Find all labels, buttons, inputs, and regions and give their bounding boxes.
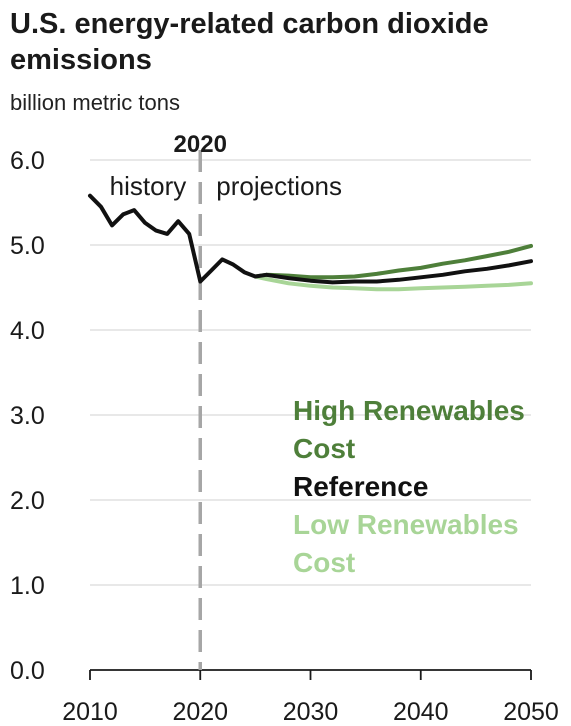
x-tick-label: 2050: [503, 698, 559, 726]
chart-subtitle: billion metric tons: [10, 90, 180, 115]
gridlines: [90, 159, 531, 586]
y-tick-label: 2.0: [10, 487, 45, 515]
x-tick-label: 2040: [393, 698, 449, 726]
y-tick-label: 1.0: [10, 572, 45, 600]
legend: High Renewables Cost Reference Low Renewabl…: [293, 395, 525, 578]
x-tick-label: 2020: [172, 698, 228, 726]
legend-label: Cost: [293, 547, 355, 578]
series-line-reference: [88, 193, 533, 285]
series-line-high-renewables-cost: [253, 243, 533, 280]
y-tick-label: 6.0: [10, 147, 45, 175]
history-label: history: [110, 171, 187, 201]
projections-label: projections: [216, 171, 342, 201]
y-tick-label: 4.0: [10, 317, 45, 345]
legend-label: Reference: [293, 471, 428, 502]
legend-label: High Renewables: [293, 395, 525, 426]
divider-year-label: 2020: [174, 131, 227, 158]
y-tick-label: 3.0: [10, 402, 45, 430]
2020-divider: 2020 history projections: [110, 131, 342, 670]
y-tick-label: 0.0: [10, 657, 45, 685]
series-lines: [88, 193, 533, 292]
x-tick-label: 2010: [62, 698, 118, 726]
x-tick-label: 2030: [283, 698, 339, 726]
chart-title: U.S. energy-related carbon dioxide emiss…: [10, 8, 489, 76]
legend-label: Low Renewables: [293, 509, 519, 540]
y-axis-tick-labels: 0.0 1.0 2.0 3.0 4.0 5.0 6.0: [10, 147, 45, 685]
x-axis: 2010 2020 2030 2040 2050: [62, 669, 559, 726]
y-tick-label: 5.0: [10, 232, 45, 260]
legend-label: Cost: [293, 433, 355, 464]
series-line-low-renewables-cost: [253, 274, 533, 292]
